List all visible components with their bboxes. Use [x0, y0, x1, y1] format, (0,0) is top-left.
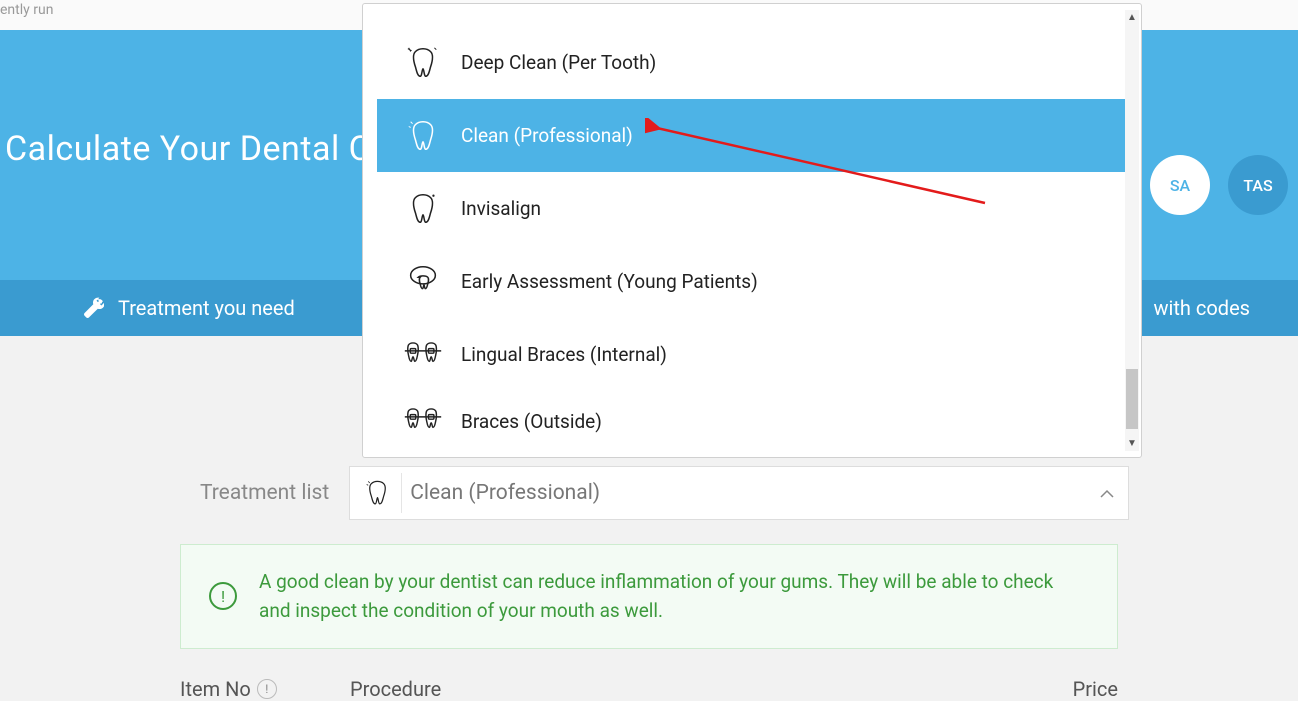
braces-icon — [403, 401, 443, 441]
tooth-clean-icon — [362, 473, 402, 513]
option-label: Early Assessment (Young Patients) — [461, 270, 758, 293]
page-title: Calculate Your Dental Cos — [5, 129, 409, 169]
info-icon: ! — [209, 582, 237, 610]
info-callout: ! A good clean by your dentist can reduc… — [180, 544, 1118, 649]
treatment-list-label: Treatment list — [200, 481, 329, 505]
tab-treatment-need[interactable]: Treatment you need — [0, 296, 295, 320]
option-deep-clean[interactable]: Deep Clean (Per Tooth) — [377, 26, 1133, 99]
state-selector: SA TAS — [1150, 155, 1288, 215]
col-procedure: Procedure — [350, 677, 998, 701]
help-icon[interactable]: ! — [257, 679, 277, 699]
chevron-up-icon — [1100, 489, 1114, 499]
option-label: Clean (Professional) — [461, 124, 633, 147]
treatment-dropdown[interactable]: Deep Clean (Per Tooth) Clean (Profession… — [362, 3, 1142, 458]
option-label: Lingual Braces (Internal) — [461, 343, 667, 366]
option-label: Braces (Outside) — [461, 410, 602, 433]
state-badge-sa[interactable]: SA — [1150, 155, 1210, 215]
top-text-fragment: ently run — [0, 2, 53, 18]
option-invisalign[interactable]: Invisalign — [377, 172, 1133, 245]
tab-treatment-label: Treatment you need — [118, 296, 295, 320]
option-early-assessment[interactable]: Early Assessment (Young Patients) — [377, 245, 1133, 318]
wrench-icon — [80, 296, 104, 320]
col-price: Price — [998, 677, 1118, 701]
option-clean-professional[interactable]: Clean (Professional) — [377, 99, 1133, 172]
treatment-select[interactable]: Clean (Professional) — [349, 466, 1129, 520]
dropdown-scrollbar[interactable]: ▲ ▼ — [1125, 10, 1139, 451]
option-label: Deep Clean (Per Tooth) — [461, 51, 656, 74]
table-headers: Item No ! Procedure Price — [180, 677, 1118, 701]
scroll-up-icon[interactable]: ▲ — [1127, 12, 1137, 23]
magnify-tooth-icon — [403, 262, 443, 302]
tab-with-codes[interactable]: with codes — [1154, 296, 1298, 320]
tooth-sparkle-icon — [403, 43, 443, 83]
braces-icon — [403, 335, 443, 375]
col-item-no: Item No ! — [180, 677, 350, 701]
dropdown-list: Deep Clean (Per Tooth) Clean (Profession… — [363, 4, 1141, 457]
tooth-icon — [403, 189, 443, 229]
tooth-clean-icon — [403, 116, 443, 156]
info-text: A good clean by your dentist can reduce … — [259, 567, 1089, 626]
option-lingual-braces[interactable]: Lingual Braces (Internal) — [377, 318, 1133, 391]
option-braces-outside[interactable]: Braces (Outside) — [377, 391, 1133, 451]
option-label: Invisalign — [461, 197, 541, 220]
scroll-thumb[interactable] — [1126, 369, 1138, 429]
scroll-down-icon[interactable]: ▼ — [1127, 438, 1137, 449]
state-badge-tas[interactable]: TAS — [1228, 155, 1288, 215]
selected-treatment-text: Clean (Professional) — [410, 481, 600, 505]
